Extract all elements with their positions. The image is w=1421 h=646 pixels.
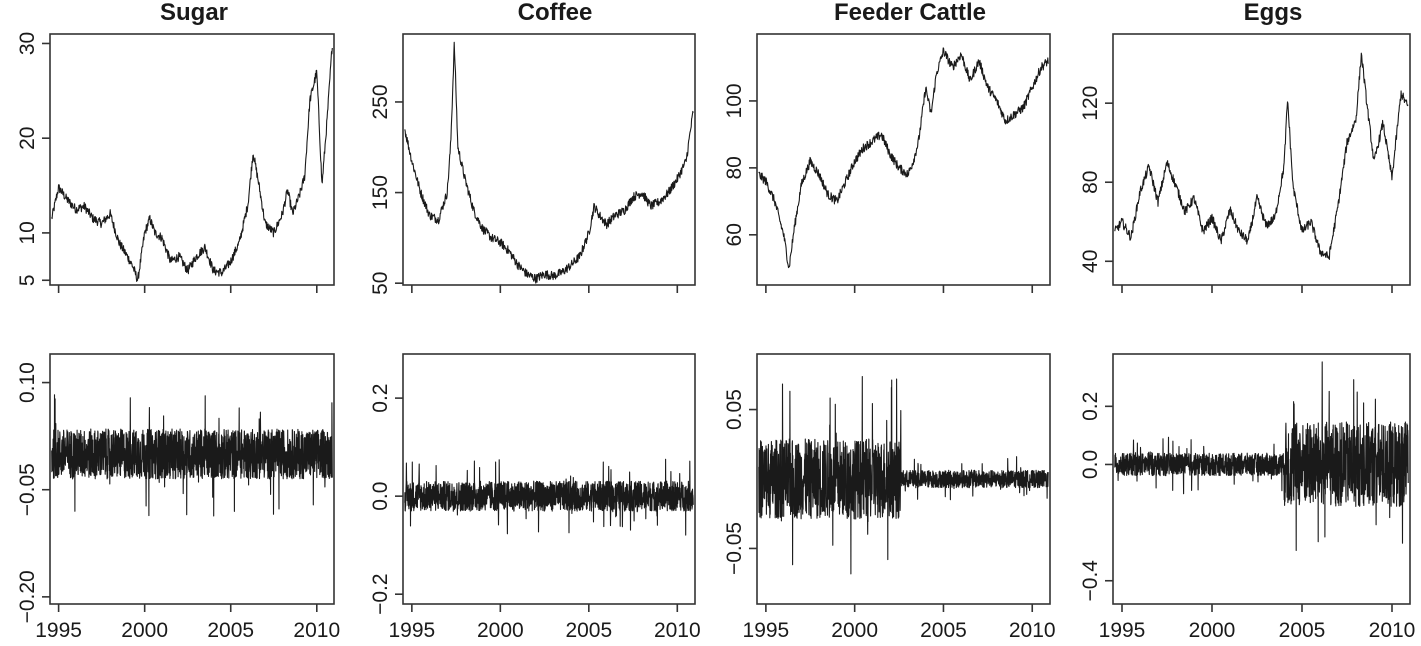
panel-4: Eggs 40 80 120 [1079,0,1411,293]
y-tick-label: 5 [16,274,39,286]
y-tick-label: 0.05 [723,389,746,430]
x-tick-label: 2010 [1009,619,1056,642]
y-tick-label: −0.4 [1079,560,1102,602]
x-tick-label: 2005 [207,619,254,642]
panel-title: Sugar [160,0,228,26]
panel-2: Coffee 50 150 250 [369,0,696,295]
series-line [758,47,1049,269]
y-tick-label: 100 [723,83,746,118]
y-tick-label: −0.05 [723,522,746,575]
plot-frame [402,33,696,286]
panel-5: −0.20 −0.05 0.10 1995 2000 2005 2010 [16,353,340,642]
y-tick-label: 10 [16,221,39,244]
x-tick-label: 1995 [35,619,82,642]
x-tick-label: 2005 [565,619,612,642]
series-line [404,41,694,284]
panel-8: −0.4 0.0 0.2 1995 2000 2005 2010 [1079,353,1416,642]
x-tick-label: 1995 [388,619,435,642]
y-tick-label: 40 [1079,250,1102,273]
y-tick-label: 0.0 [369,482,392,511]
y-tick-label: 0.2 [1079,392,1102,421]
panel-title: Coffee [518,0,593,26]
x-tick-label: 2010 [1369,619,1416,642]
x-tick-label: 2000 [121,619,168,642]
y-tick-label: −0.20 [16,570,39,623]
plot-frame [1112,33,1411,286]
x-tick-label: 1995 [1099,619,1146,642]
y-tick-label: 30 [16,32,39,55]
series-line [51,394,333,517]
y-tick-label: 0.10 [16,362,39,403]
y-tick-label: 80 [723,156,746,179]
plot-frame [49,33,335,286]
x-tick-label: 1995 [743,619,790,642]
y-tick-label: 0.0 [1079,450,1102,479]
y-tick-label: 50 [369,272,392,295]
series-line [758,375,1049,575]
x-tick-label: 2010 [293,619,340,642]
x-tick-label: 2010 [654,619,701,642]
plot-frame [49,353,335,605]
y-tick-label: 250 [369,84,392,119]
series-line [404,458,694,536]
panel-1: Sugar 5 10 20 30 [16,0,335,293]
y-tick-label: −0.2 [369,573,392,614]
x-tick-label: 2000 [477,619,524,642]
y-tick-label: 0.2 [369,384,392,413]
plot-frame [756,353,1051,605]
x-tick-label: 2000 [831,619,878,642]
plot-frame [1112,353,1411,605]
panel-3: Feeder Cattle 60 80 100 [723,0,1051,293]
y-tick-label: 80 [1079,171,1102,194]
series-line [51,47,333,282]
x-tick-label: 2000 [1189,619,1236,642]
y-tick-label: 150 [369,175,392,210]
y-tick-label: 20 [16,127,39,150]
panel-7: −0.05 0.05 1995 2000 2005 2010 [723,353,1056,642]
x-tick-label: 2005 [1279,619,1326,642]
panel-title: Eggs [1244,0,1303,26]
panel-title: Feeder Cattle [834,0,986,26]
y-tick-label: 120 [1079,86,1102,121]
plot-frame [402,353,696,605]
series-line [1114,361,1409,552]
panel-6: −0.2 0.0 0.2 1995 2000 2005 2010 [369,353,701,642]
y-tick-label: −0.05 [16,463,39,516]
x-tick-label: 2005 [920,619,967,642]
y-tick-label: 60 [723,223,746,246]
plot-frame [756,33,1051,286]
series-line [1114,52,1409,260]
